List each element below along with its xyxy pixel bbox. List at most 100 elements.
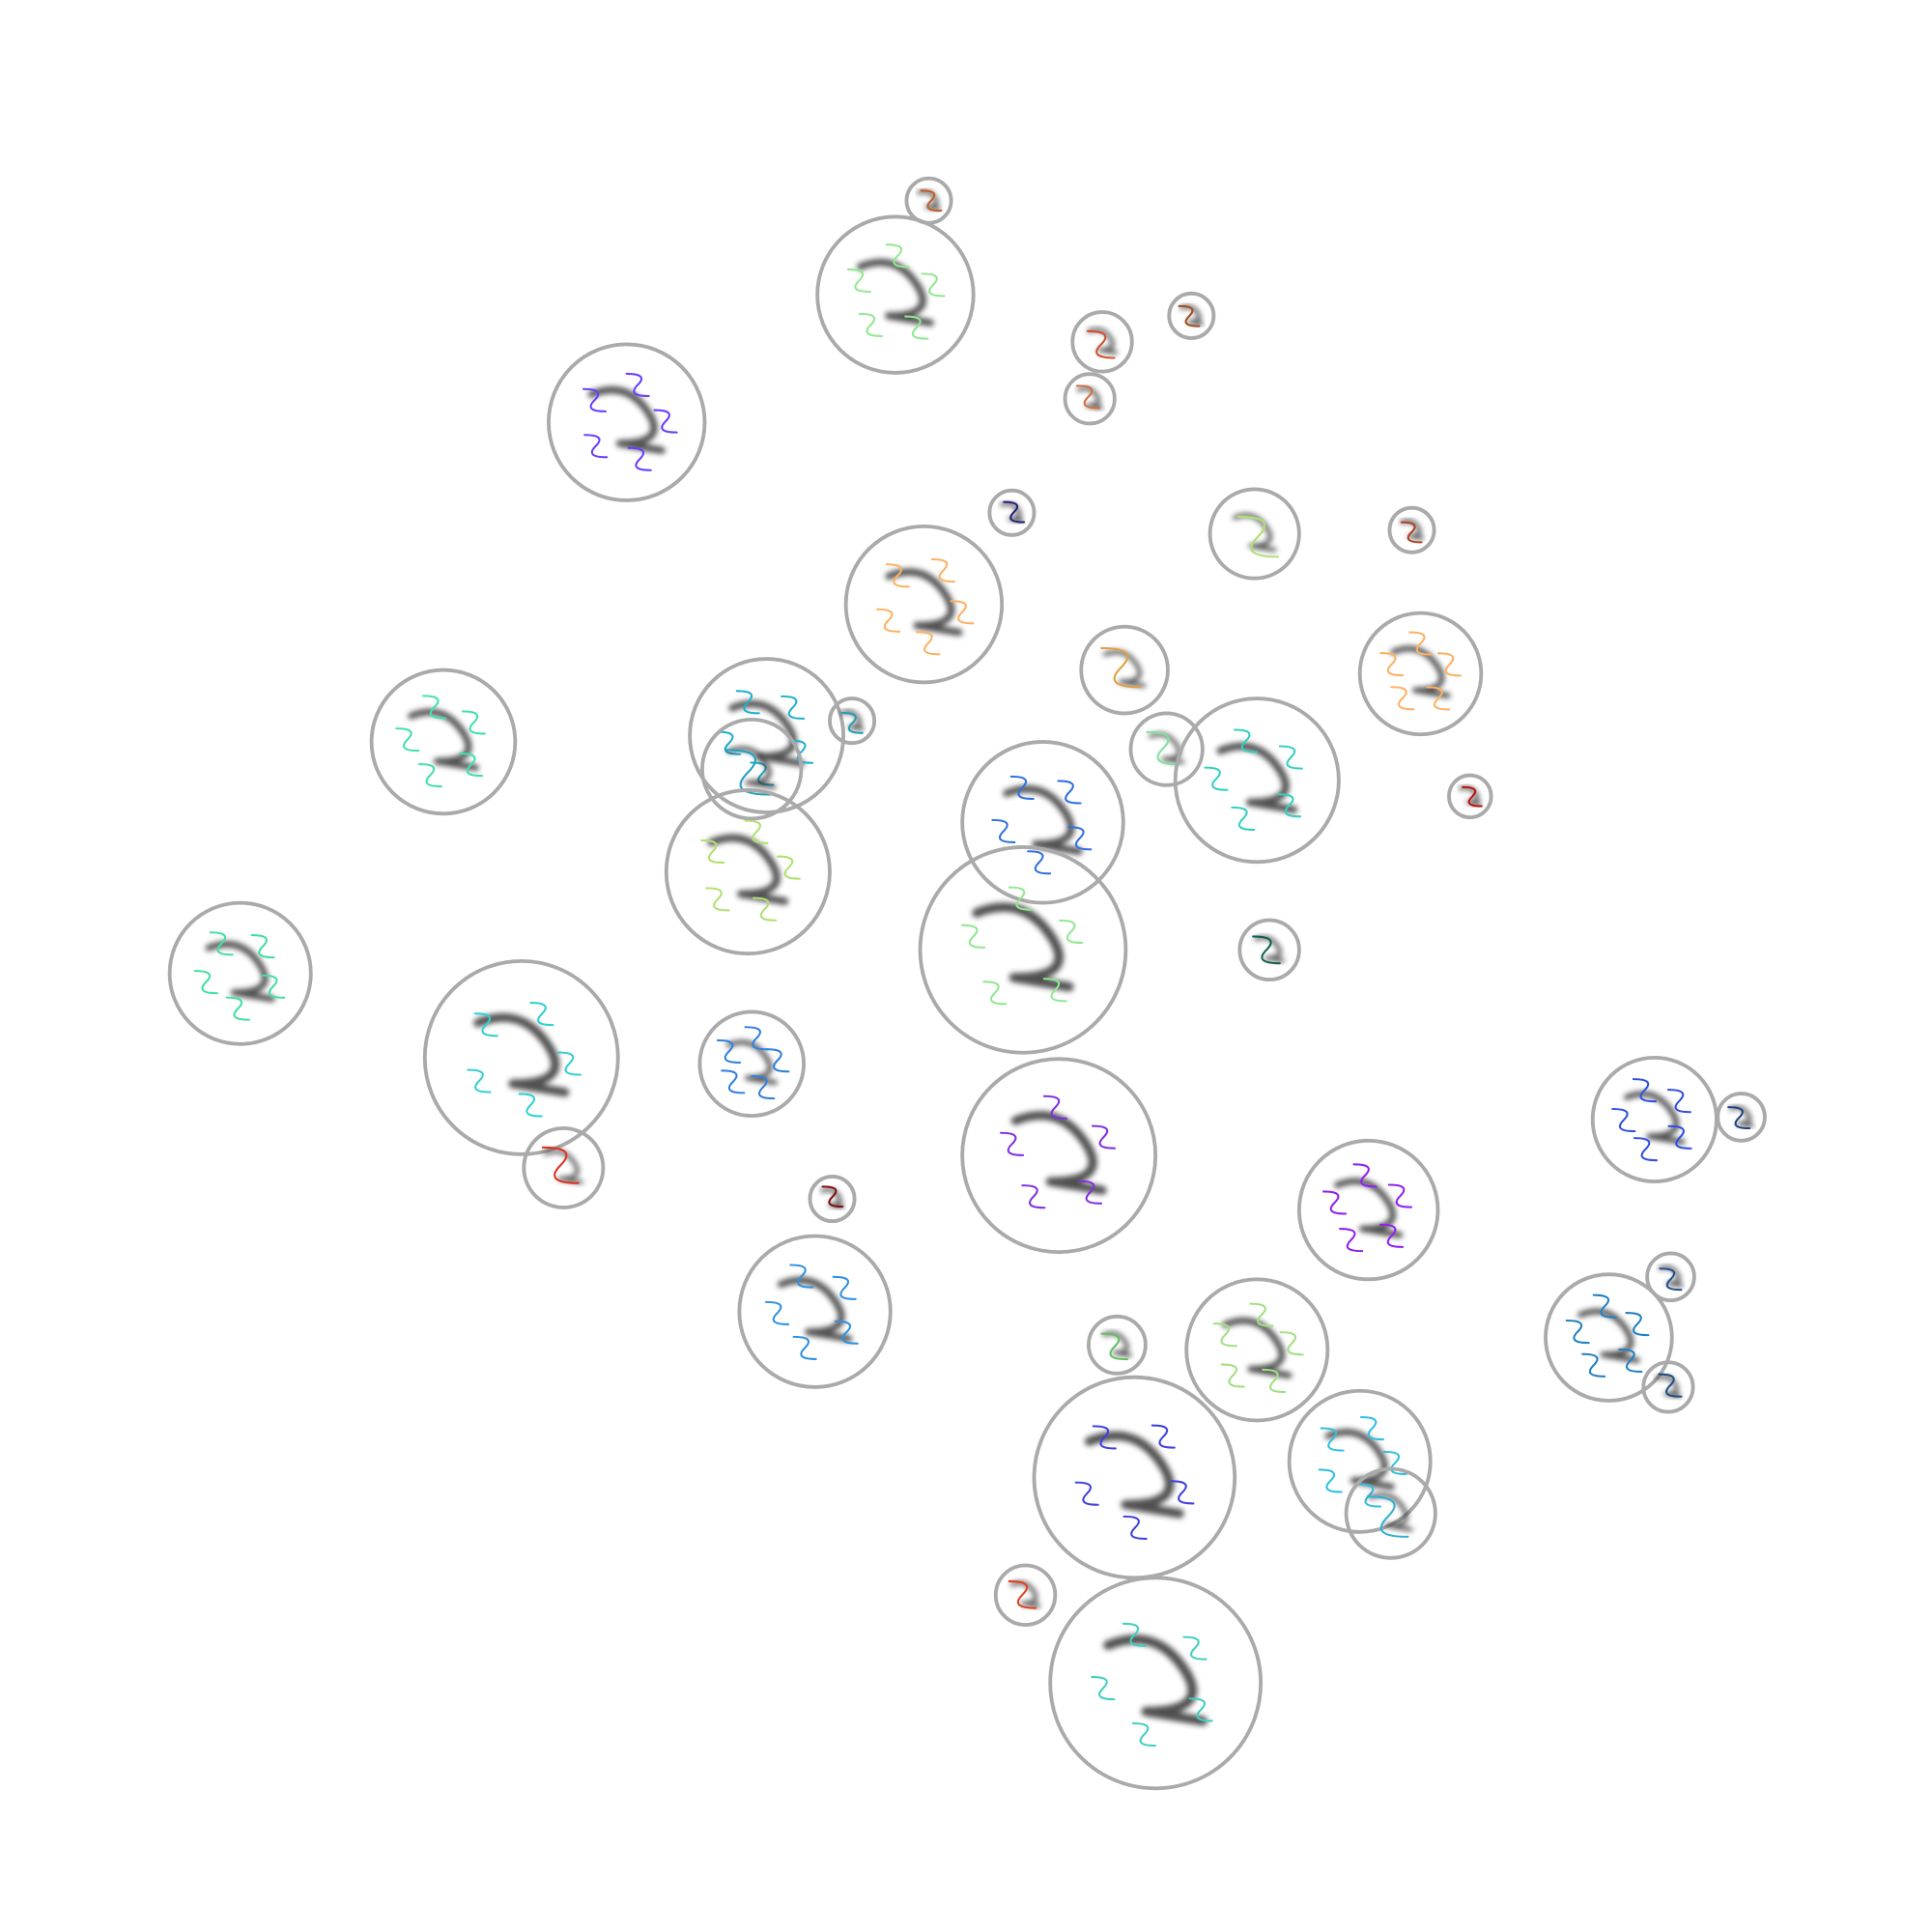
cluster	[1079, 624, 1170, 716]
member-glyph	[1057, 780, 1082, 805]
cluster	[1208, 487, 1301, 581]
prototype-glyph	[1390, 645, 1451, 698]
member-glyph	[744, 819, 769, 844]
prototype-glyph	[1103, 1634, 1208, 1726]
cluster	[918, 845, 1128, 1055]
cluster-circle	[522, 1126, 606, 1209]
member-glyph	[1220, 1363, 1245, 1388]
member-glyph	[1408, 631, 1434, 656]
member-glyph	[1021, 1184, 1046, 1209]
cluster-circle	[737, 1234, 893, 1389]
member-glyph	[1086, 329, 1116, 359]
member-glyph	[1182, 1635, 1208, 1661]
member-glyph	[1008, 1579, 1037, 1609]
prototype-glyph	[1084, 1431, 1184, 1519]
member-glyph	[1633, 1137, 1659, 1162]
cluster	[1447, 773, 1493, 820]
cluster-circle	[960, 740, 1125, 905]
member-glyph	[1400, 521, 1423, 544]
member-glyph	[1122, 1515, 1148, 1540]
member-glyph	[556, 1051, 582, 1076]
member-glyph	[1366, 1495, 1409, 1538]
prototype-glyph	[1658, 1264, 1684, 1288]
member-glyph	[781, 695, 806, 720]
member-glyph	[467, 1068, 492, 1094]
member-glyph	[1379, 652, 1405, 677]
cluster	[843, 524, 1005, 685]
cluster-circle	[369, 668, 518, 816]
member-glyph	[1027, 850, 1052, 875]
member-glyph	[735, 690, 760, 715]
member-glyph	[1231, 806, 1256, 832]
cluster	[369, 668, 518, 816]
member-glyph	[473, 1012, 498, 1037]
cluster	[1716, 1092, 1767, 1143]
cluster-circle	[993, 1563, 1058, 1627]
prototype-glyph	[587, 386, 666, 454]
member-glyph	[261, 974, 286, 999]
member-glyph	[1356, 1483, 1381, 1508]
member-glyph	[1252, 935, 1281, 965]
cluster-circle	[1387, 505, 1436, 554]
cluster	[1128, 711, 1205, 787]
member-glyph	[1625, 1312, 1650, 1337]
prototype-glyph	[1577, 1308, 1640, 1364]
cluster	[547, 342, 707, 502]
prototype-glyph	[205, 941, 275, 1003]
member-glyph	[250, 934, 275, 959]
prototype-glyph	[1624, 1091, 1686, 1145]
member-glyph	[1462, 785, 1483, 808]
member-glyph	[1077, 1179, 1103, 1205]
member-glyph	[1565, 1320, 1590, 1345]
prototype-glyph	[1149, 732, 1185, 764]
cluster	[1645, 1251, 1696, 1303]
member-glyph	[1279, 1331, 1304, 1356]
prototype-glyph	[1232, 513, 1277, 553]
member-glyph	[395, 727, 420, 753]
member-glyph	[716, 1038, 742, 1065]
cluster	[1173, 696, 1341, 865]
member-glyph	[982, 980, 1008, 1006]
member-glyph	[1659, 1267, 1683, 1292]
cluster-circle	[1544, 1272, 1674, 1403]
cluster	[1048, 1576, 1264, 1791]
member-glyph	[1008, 886, 1033, 911]
cluster-circle	[1645, 1251, 1696, 1303]
cluster	[522, 1126, 606, 1209]
member-glyph	[1204, 766, 1229, 791]
member-glyph	[1318, 1468, 1343, 1493]
member-glyph	[1426, 686, 1451, 711]
member-glyph	[1359, 1416, 1385, 1441]
cluster-circle	[828, 696, 877, 746]
cluster-circle	[688, 657, 845, 814]
member-glyph	[461, 710, 486, 735]
prototype-glyph	[1087, 327, 1118, 355]
member-glyph	[1277, 793, 1302, 818]
member-glyph	[1059, 919, 1084, 945]
cluster	[1641, 1360, 1695, 1414]
cluster-circle	[815, 214, 976, 375]
member-glyph	[789, 1264, 814, 1289]
prototype-glyph	[473, 1012, 570, 1097]
member-glyph	[776, 855, 801, 880]
cluster-circle	[987, 488, 1037, 537]
member-glyph	[1618, 1348, 1643, 1373]
cluster	[987, 488, 1037, 537]
member-glyph	[627, 446, 652, 471]
member-glyph	[1379, 1223, 1405, 1248]
member-glyph	[417, 762, 442, 788]
member-glyph	[753, 896, 778, 922]
member-glyph	[1581, 1352, 1606, 1378]
cluster	[960, 740, 1125, 905]
member-glyph	[422, 695, 447, 720]
member-glyph	[1009, 775, 1035, 801]
cluster	[1032, 1375, 1237, 1580]
member-glyph	[529, 1002, 554, 1027]
cluster	[1184, 1277, 1330, 1423]
member-glyph	[1262, 1368, 1287, 1394]
member-glyph	[583, 434, 609, 459]
member-glyph	[1042, 978, 1067, 1003]
member-glyph	[1390, 686, 1415, 711]
member-glyph	[1146, 730, 1180, 766]
cluster	[737, 1234, 893, 1389]
